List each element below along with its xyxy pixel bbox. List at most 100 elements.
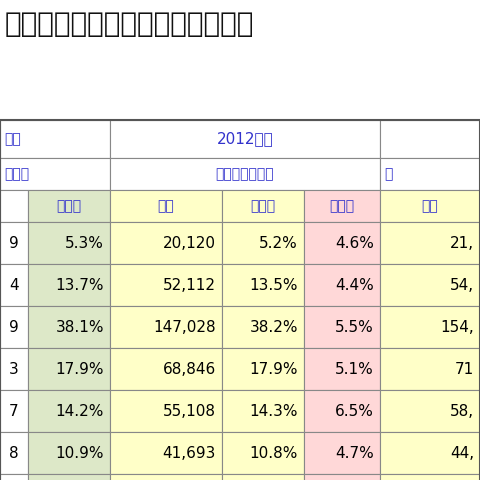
Bar <box>222 222 304 264</box>
Bar <box>222 190 304 222</box>
Bar <box>0 158 110 190</box>
Text: 5.2%: 5.2% <box>259 236 298 251</box>
Text: 38.1%: 38.1% <box>56 320 104 335</box>
Text: 4: 4 <box>9 277 19 292</box>
Bar <box>222 348 304 390</box>
Bar <box>28 474 110 480</box>
Bar <box>222 474 304 480</box>
Text: 構成比: 構成比 <box>251 199 276 213</box>
Text: 推定値: 推定値 <box>4 167 29 181</box>
Text: 3: 3 <box>9 361 19 376</box>
Text: 5.3%: 5.3% <box>65 236 104 251</box>
Text: 71: 71 <box>455 361 474 376</box>
Text: 5.1%: 5.1% <box>335 361 374 376</box>
Text: 68,846: 68,846 <box>163 361 216 376</box>
Text: 売上実績推定値: 売上実績推定値 <box>216 167 274 181</box>
Bar <box>0 432 28 474</box>
Text: 売: 売 <box>384 167 392 181</box>
Bar <box>380 120 480 158</box>
Bar <box>110 432 222 474</box>
Bar <box>222 432 304 474</box>
Bar <box>110 390 222 432</box>
Text: 147,028: 147,028 <box>154 320 216 335</box>
Bar <box>380 474 480 480</box>
Text: 金額: 金額 <box>421 199 438 213</box>
Text: 17.9%: 17.9% <box>250 361 298 376</box>
Text: 2012年度: 2012年度 <box>216 132 274 146</box>
Text: 9: 9 <box>9 320 19 335</box>
Bar <box>222 306 304 348</box>
Bar <box>28 306 110 348</box>
Text: 金額: 金額 <box>157 199 174 213</box>
Text: 4.6%: 4.6% <box>335 236 374 251</box>
Text: 年度: 年度 <box>4 132 21 146</box>
Bar <box>0 390 28 432</box>
Bar <box>0 474 28 480</box>
Text: 13.5%: 13.5% <box>250 277 298 292</box>
Text: 14.3%: 14.3% <box>250 404 298 419</box>
Text: 10.8%: 10.8% <box>250 445 298 460</box>
Bar <box>304 306 380 348</box>
Bar <box>28 190 110 222</box>
Bar <box>110 348 222 390</box>
Bar <box>222 264 304 306</box>
Text: 情報セキュリティツール市場規模: 情報セキュリティツール市場規模 <box>5 10 254 38</box>
Bar <box>0 190 28 222</box>
Bar <box>304 264 380 306</box>
Text: 14.2%: 14.2% <box>56 404 104 419</box>
Bar <box>110 190 222 222</box>
Bar <box>380 390 480 432</box>
Bar <box>110 306 222 348</box>
Bar <box>28 390 110 432</box>
Bar <box>110 120 380 158</box>
Bar <box>0 222 28 264</box>
Bar <box>380 158 480 190</box>
Bar <box>110 158 380 190</box>
Bar <box>304 348 380 390</box>
Text: 38.2%: 38.2% <box>250 320 298 335</box>
Text: 5.5%: 5.5% <box>335 320 374 335</box>
Text: 54,: 54, <box>450 277 474 292</box>
Text: 44,: 44, <box>450 445 474 460</box>
Bar <box>28 432 110 474</box>
Text: 154,: 154, <box>440 320 474 335</box>
Bar <box>304 190 380 222</box>
Bar <box>0 264 28 306</box>
Text: 構成比: 構成比 <box>57 199 82 213</box>
Bar <box>380 264 480 306</box>
Bar <box>304 432 380 474</box>
Bar <box>304 474 380 480</box>
Bar <box>380 222 480 264</box>
Text: 9: 9 <box>9 236 19 251</box>
Text: 13.7%: 13.7% <box>56 277 104 292</box>
Bar <box>28 348 110 390</box>
Bar <box>0 120 110 158</box>
Text: 21,: 21, <box>450 236 474 251</box>
Text: 4.4%: 4.4% <box>335 277 374 292</box>
Bar <box>304 222 380 264</box>
Text: 58,: 58, <box>450 404 474 419</box>
Bar <box>304 390 380 432</box>
Bar <box>222 390 304 432</box>
Bar <box>380 190 480 222</box>
Text: 成長率: 成長率 <box>329 199 355 213</box>
Text: 41,693: 41,693 <box>163 445 216 460</box>
Text: 7: 7 <box>9 404 19 419</box>
Text: 55,108: 55,108 <box>163 404 216 419</box>
Text: 17.9%: 17.9% <box>56 361 104 376</box>
Text: 6.5%: 6.5% <box>335 404 374 419</box>
Bar <box>0 306 28 348</box>
Text: 52,112: 52,112 <box>163 277 216 292</box>
Text: 20,120: 20,120 <box>163 236 216 251</box>
Bar <box>110 474 222 480</box>
Text: 10.9%: 10.9% <box>56 445 104 460</box>
Bar <box>380 348 480 390</box>
Bar <box>380 432 480 474</box>
Text: 8: 8 <box>9 445 19 460</box>
Bar <box>28 222 110 264</box>
Bar <box>110 264 222 306</box>
Bar <box>380 306 480 348</box>
Bar <box>0 120 480 480</box>
Bar <box>28 264 110 306</box>
Text: 4.7%: 4.7% <box>335 445 374 460</box>
